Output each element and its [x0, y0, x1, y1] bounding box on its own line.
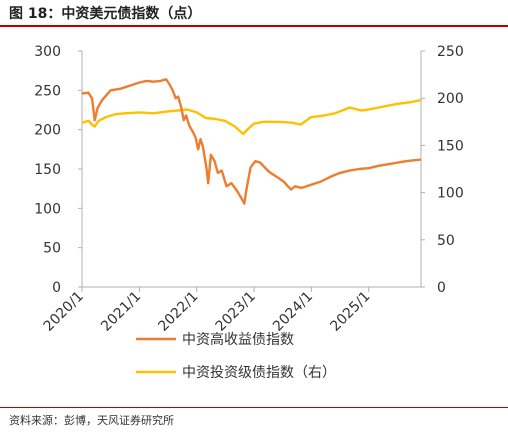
- y-left-tick-label: 300: [34, 44, 61, 60]
- source-divider: [0, 407, 508, 408]
- chart-title: 图 18：中资美元债指数（点）: [9, 6, 202, 22]
- x-tick-label: 2020/1: [41, 289, 87, 335]
- high-yield-series-line: [81, 78, 422, 205]
- y-right-tick-label: 50: [437, 233, 455, 249]
- y-left-tick-label: 200: [34, 123, 61, 139]
- y-right-tick-label: 200: [437, 91, 464, 107]
- title-divider: [0, 25, 508, 27]
- y-right-tick-label: 0: [437, 280, 446, 296]
- y-left-tick-label: 250: [34, 83, 61, 99]
- y-right-tick-label: 150: [437, 138, 464, 154]
- y-left-tick-label: 50: [43, 241, 61, 257]
- x-tick-label: 2025/1: [327, 289, 373, 335]
- series-lines: [81, 78, 422, 205]
- source-note: 资料来源：彭博，天风证券研究所: [9, 414, 174, 427]
- y-left-tick-label: 100: [34, 201, 61, 217]
- x-tick-label: 2022/1: [155, 289, 201, 335]
- y-left-tick-label: 150: [34, 162, 61, 178]
- y-left-tick-label: 0: [52, 280, 61, 296]
- x-tick-label: 2024/1: [270, 289, 316, 335]
- y-right-tick-label: 100: [437, 186, 464, 202]
- legend-label: 中资高收益债指数: [182, 331, 294, 348]
- x-tick-label: 2021/1: [98, 289, 144, 335]
- y-right-tick-label: 250: [437, 44, 464, 60]
- x-tick-label: 2023/1: [213, 289, 259, 335]
- legend-label: 中资投资级债指数（右）: [182, 365, 336, 381]
- investment-grade-series-line: [81, 98, 422, 136]
